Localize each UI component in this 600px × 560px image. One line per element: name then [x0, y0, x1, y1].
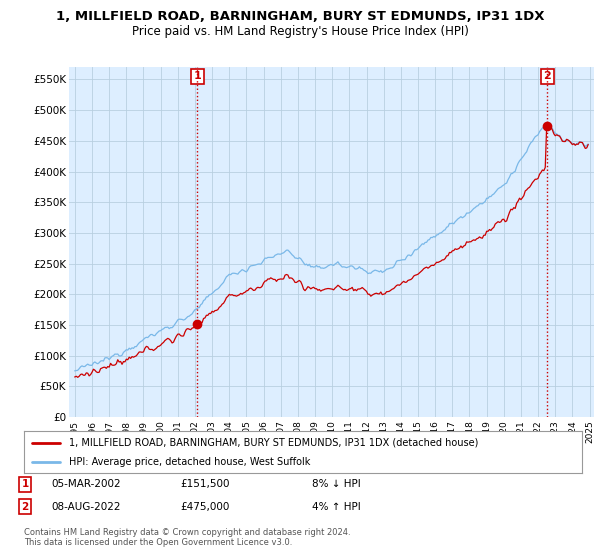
Text: 08-AUG-2022: 08-AUG-2022: [51, 502, 121, 512]
Text: £475,000: £475,000: [180, 502, 229, 512]
Text: HPI: Average price, detached house, West Suffolk: HPI: Average price, detached house, West…: [68, 457, 310, 467]
Text: 2: 2: [22, 502, 29, 512]
Text: 2: 2: [544, 72, 551, 81]
Text: 1, MILLFIELD ROAD, BARNINGHAM, BURY ST EDMUNDS, IP31 1DX: 1, MILLFIELD ROAD, BARNINGHAM, BURY ST E…: [56, 10, 544, 23]
Text: Contains HM Land Registry data © Crown copyright and database right 2024.
This d: Contains HM Land Registry data © Crown c…: [24, 528, 350, 547]
Text: 1, MILLFIELD ROAD, BARNINGHAM, BURY ST EDMUNDS, IP31 1DX (detached house): 1, MILLFIELD ROAD, BARNINGHAM, BURY ST E…: [68, 437, 478, 447]
Text: 1: 1: [22, 479, 29, 489]
Text: £151,500: £151,500: [180, 479, 229, 489]
Text: 8% ↓ HPI: 8% ↓ HPI: [312, 479, 361, 489]
Text: 1: 1: [193, 72, 201, 81]
Text: 4% ↑ HPI: 4% ↑ HPI: [312, 502, 361, 512]
Text: Price paid vs. HM Land Registry's House Price Index (HPI): Price paid vs. HM Land Registry's House …: [131, 25, 469, 38]
Text: 05-MAR-2002: 05-MAR-2002: [51, 479, 121, 489]
